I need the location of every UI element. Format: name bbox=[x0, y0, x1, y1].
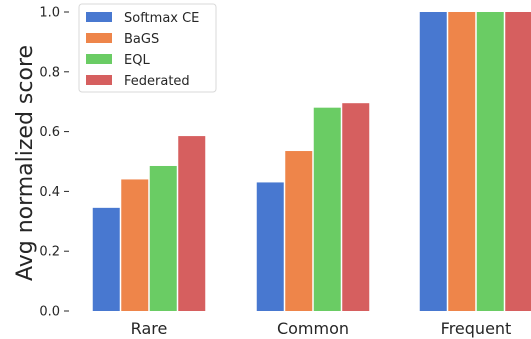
legend-swatch bbox=[86, 75, 112, 85]
y-tick-label: 0.0 bbox=[39, 305, 60, 320]
y-tick-label: 0.4 bbox=[39, 185, 60, 200]
legend-swatch bbox=[86, 54, 112, 64]
legend-label: Softmax CE bbox=[124, 11, 199, 26]
y-tick-label: 1.0 bbox=[39, 6, 60, 21]
bar-federated-rare bbox=[178, 136, 206, 311]
legend: Softmax CE BaGS EQL Federated bbox=[78, 3, 217, 93]
bar-federated-common bbox=[342, 103, 370, 311]
y-tick-label: 0.8 bbox=[39, 65, 60, 80]
legend-swatch bbox=[86, 33, 112, 43]
legend-label: EQL bbox=[124, 53, 150, 68]
bar-eql-frequent bbox=[476, 12, 504, 311]
x-tick-label: Frequent bbox=[441, 319, 512, 338]
bar-eql-rare bbox=[149, 165, 177, 311]
legend-swatch bbox=[86, 12, 112, 22]
x-tick-label: Rare bbox=[131, 319, 168, 338]
bars bbox=[92, 12, 531, 312]
bar-bags-common bbox=[285, 151, 313, 311]
y-tick-label: 0.6 bbox=[39, 125, 60, 140]
legend-box bbox=[78, 3, 217, 93]
bar-bags-frequent bbox=[448, 12, 476, 311]
bar-softmax-ce-frequent bbox=[419, 12, 447, 311]
legend-label: BaGS bbox=[124, 32, 159, 47]
bar-federated-frequent bbox=[505, 12, 531, 311]
bar-bags-rare bbox=[121, 179, 149, 311]
x-axis-labels: Rare Common Frequent bbox=[131, 319, 512, 338]
bar-softmax-ce-common bbox=[256, 182, 284, 311]
y-axis-label: Avg normalized score bbox=[13, 45, 38, 281]
y-axis: 0.0 0.2 0.4 0.6 0.8 1.0 bbox=[39, 6, 69, 320]
legend-label: Federated bbox=[124, 74, 190, 89]
y-tick-label: 0.2 bbox=[39, 245, 60, 260]
x-tick-label: Common bbox=[277, 319, 349, 338]
bar-softmax-ce-rare bbox=[92, 207, 120, 311]
bar-eql-common bbox=[313, 107, 341, 312]
